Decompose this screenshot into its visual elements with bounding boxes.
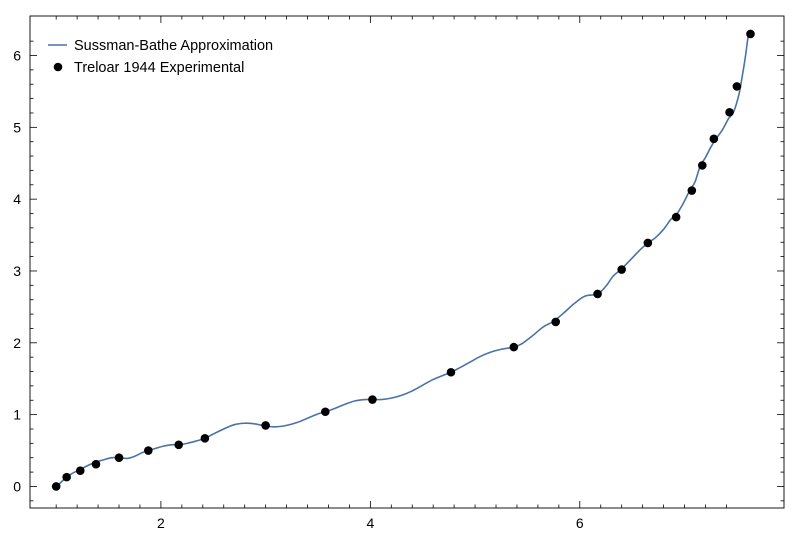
data-point [200,434,210,443]
legend-label-line: Sussman-Bathe Approximation [74,38,273,54]
data-point [75,466,85,475]
x-tick-label: 2 [157,515,165,531]
series-points-treloar [51,29,755,491]
plot-frame [29,15,785,509]
data-point [593,289,602,299]
data-point [687,186,697,195]
series-line-sussman-bathe [55,33,750,488]
data-point [698,161,707,170]
x-tick-label: 4 [366,515,374,531]
axis-ticks [30,16,784,508]
data-point [62,472,71,482]
data-point [446,367,456,377]
data-point [174,440,184,450]
y-tick-label: 1 [13,407,21,423]
data-point [671,212,681,222]
x-tick-label: 6 [576,515,584,531]
data-point [51,482,61,491]
data-point [643,238,653,248]
data-point [551,317,561,327]
data-point [709,134,719,144]
data-point [617,265,626,274]
y-tick-label: 2 [13,335,21,351]
data-point [91,459,101,469]
data-point [368,395,377,404]
legend-label-points: Treloar 1944 Experimental [74,60,244,76]
data-point [321,407,330,417]
legend-dot-swatch [53,62,63,72]
y-tick-label: 4 [13,191,21,207]
legend: Sussman-Bathe Approximation Treloar 1944… [48,38,273,76]
axis-tick-labels: 2 4 6 0 1 2 3 4 5 6 [13,48,584,531]
y-tick-label: 3 [13,263,21,279]
data-point [261,421,270,430]
y-tick-label: 5 [13,119,21,135]
data-point [509,342,519,352]
y-tick-label: 6 [13,48,21,64]
data-point [746,29,755,39]
data-point [725,107,734,117]
data-point [144,446,153,455]
data-point [114,453,124,463]
data-point [732,82,742,91]
y-tick-label: 0 [13,478,21,494]
